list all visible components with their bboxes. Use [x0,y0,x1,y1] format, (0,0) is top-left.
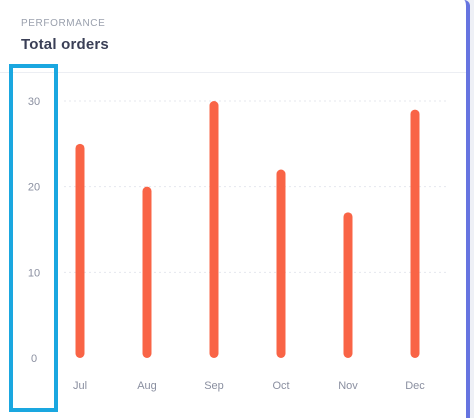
y-tick-label-20: 20 [28,182,40,194]
x-tick-label-sep: Sep [204,380,224,392]
x-tick-label-jul: Jul [73,380,87,392]
card-title: Total orders [21,36,109,53]
x-tick-label-aug: Aug [137,380,157,392]
bar-dec[interactable] [410,109,420,358]
x-tick-label-oct: Oct [272,380,289,392]
y-axis-highlight-box [9,64,58,412]
x-axis-ticks: Jul Aug Sep Oct Nov Dec [73,380,425,392]
y-tick-label-10: 10 [28,267,40,279]
x-tick-label-nov: Nov [338,380,358,392]
card-header: PERFORMANCE Total orders [0,0,466,73]
bar-sep[interactable] [209,101,219,358]
grid-lines [64,100,448,273]
y-tick-label-30: 30 [28,96,40,108]
x-tick-label-dec: Dec [405,380,425,392]
y-axis-ticks: 0 10 20 30 [28,96,40,365]
bars [75,101,420,358]
bar-aug[interactable] [142,186,152,358]
bar-nov[interactable] [343,212,353,358]
bar-oct[interactable] [276,169,286,358]
card-eyebrow: PERFORMANCE [21,18,106,29]
y-tick-label-0: 0 [31,353,37,365]
bar-jul[interactable] [75,143,85,358]
